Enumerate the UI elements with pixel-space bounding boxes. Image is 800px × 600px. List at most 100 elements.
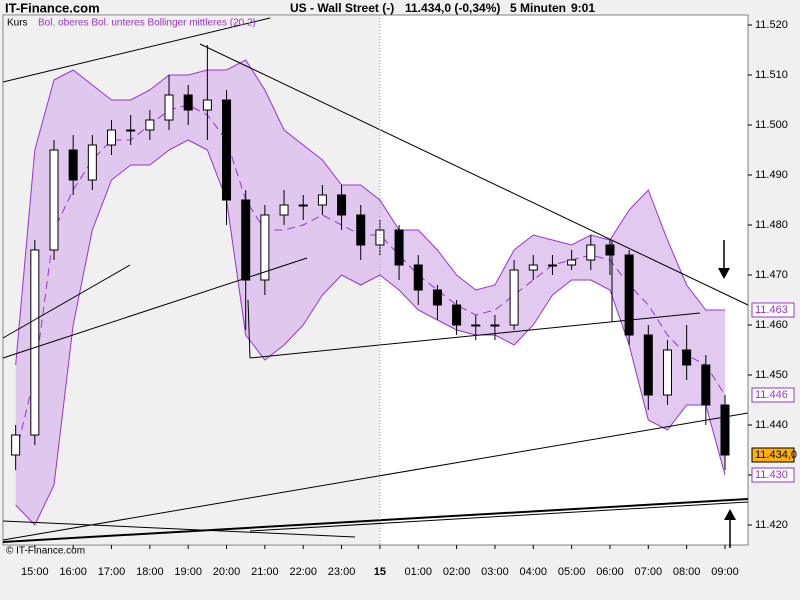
candle-body [413, 264, 423, 291]
candle-body [183, 94, 193, 111]
x-tick-label: 01:00 [404, 566, 432, 578]
x-tick-label: 23:00 [328, 566, 356, 578]
candle-body [30, 249, 40, 436]
candle-body [586, 244, 596, 261]
y-tick-label: 11.490 [755, 169, 788, 181]
trendline [2, 498, 749, 543]
price-box [751, 302, 795, 318]
x-tick-label: 08:00 [673, 566, 701, 578]
candles [11, 45, 730, 470]
candle-body [126, 129, 136, 132]
y-tick-label: 11.520 [755, 19, 788, 31]
x-tick-label: 19:00 [174, 566, 202, 578]
candle-body [547, 264, 557, 267]
candle-body [107, 129, 117, 146]
candle-body [643, 334, 653, 396]
x-tick-label: 07:00 [635, 566, 663, 578]
trendline [249, 312, 701, 359]
arrow-head [718, 268, 730, 279]
x-tick-label: 04:00 [520, 566, 548, 578]
y-tick-label: 11.450 [755, 369, 788, 381]
x-tick-label: 22:00 [289, 566, 317, 578]
y-tick-label: 11.480 [755, 219, 788, 231]
candle-body [11, 434, 21, 456]
arrows [718, 240, 736, 548]
y-tick-label: 11.470 [755, 269, 788, 281]
y-tick-label: 11.420 [755, 519, 788, 531]
price-label: 11.430 [755, 469, 788, 481]
candle-body [164, 94, 174, 121]
x-tick-label: 18:00 [136, 566, 164, 578]
indicator-label: Bol. oberes Bol. unteres Bollinger mittl… [38, 18, 256, 29]
price-box [751, 387, 795, 403]
y-tick-label: 11.460 [755, 319, 788, 331]
x-tick-label: 05:00 [558, 566, 586, 578]
candle-body [394, 229, 404, 266]
panel-label: Kurs [7, 18, 28, 29]
candle-body [567, 259, 577, 266]
x-tick-label: 03:00 [481, 566, 509, 578]
price-label: 11.434,0 [755, 449, 797, 461]
x-tick-label: 15 [374, 566, 386, 578]
price-label: 11.446 [755, 389, 788, 401]
candle-body [682, 349, 692, 366]
candle-body [605, 244, 615, 256]
candle-body [145, 119, 155, 131]
trendline [2, 17, 271, 83]
price-box [751, 467, 795, 483]
time: 9:01 [571, 1, 595, 15]
candle-body [68, 149, 78, 181]
chart-title: US - Wall Street (-) [290, 1, 394, 15]
candle-body [432, 289, 442, 306]
trendline [249, 501, 749, 532]
band-middle [15, 104, 726, 456]
price-label: 11.463 [755, 304, 788, 316]
candle-body [87, 144, 97, 181]
site-name: IT-Finance.com [5, 0, 100, 15]
candle-body [452, 304, 462, 326]
candle-body [222, 99, 232, 201]
candle-body [202, 99, 212, 111]
price-box [751, 447, 795, 463]
y-tick-label: 11.500 [755, 119, 788, 131]
axes: 15:00 16:00 17:00 18:00 19:00 20:00 21:00 22:00… [21, 15, 797, 578]
arrow-head [724, 509, 736, 520]
y-tick-label: 11.440 [755, 419, 788, 431]
interval: 5 Minuten [510, 1, 566, 15]
x-tick-label: 15:00 [21, 566, 49, 578]
candle-body [49, 149, 59, 251]
trendline [2, 257, 308, 359]
band-lower [15, 139, 726, 526]
candle-body [490, 324, 500, 327]
x-tick-label: 06:00 [596, 566, 624, 578]
trendline [247, 299, 251, 359]
band-fill [15, 60, 725, 525]
copyright: © IT-Finance.com [6, 546, 85, 557]
bollinger-bands [15, 59, 726, 526]
candle-body [624, 254, 634, 336]
y-tick-label: 11.510 [755, 69, 788, 81]
trendline [2, 520, 356, 538]
candle-body [279, 204, 289, 216]
candle-body [528, 264, 538, 271]
candle-body [337, 194, 347, 216]
candle-body [662, 349, 672, 396]
trendline [2, 412, 749, 541]
candle-body [509, 269, 519, 326]
x-tick-label: 21:00 [251, 566, 279, 578]
candle-body [260, 214, 270, 281]
candle-body [471, 324, 481, 327]
band-upper [15, 59, 725, 366]
trendline [199, 43, 749, 306]
x-tick-label: 09:00 [711, 566, 739, 578]
quote: 11.434,0 (-0,34%) [405, 1, 500, 15]
x-tick-label: 02:00 [443, 566, 471, 578]
trendlines [2, 17, 749, 543]
trendline [2, 264, 131, 339]
candle-body [298, 204, 308, 207]
candle-body [356, 214, 366, 246]
candle-body [241, 199, 251, 281]
